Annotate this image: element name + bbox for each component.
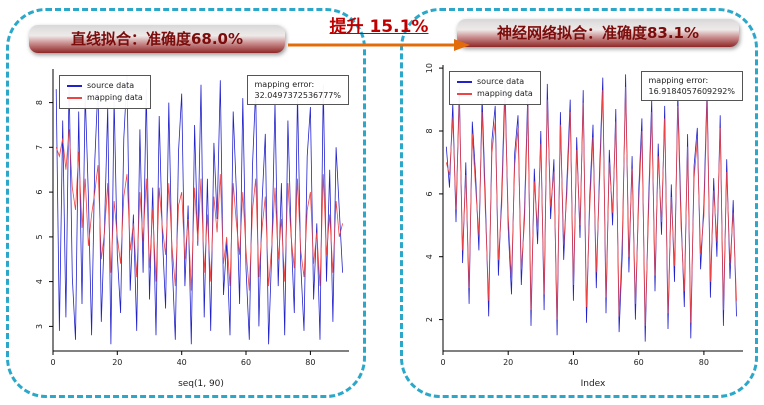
- svg-text:seq(1, 90): seq(1, 90): [178, 379, 224, 389]
- neural-fit-title: 神经网络拟合：准确度83.1%: [457, 19, 739, 47]
- source-line-sample: [67, 85, 82, 87]
- svg-text:6: 6: [425, 191, 434, 196]
- legend-label-source: source data: [477, 77, 525, 86]
- svg-text:6: 6: [35, 190, 44, 195]
- svg-text:0: 0: [50, 358, 55, 367]
- legend-item-mapping: mapping data: [457, 88, 533, 100]
- legend-label-mapping: mapping data: [87, 93, 143, 102]
- neural-fit-chart: 0 20 40 60 80 2 4 6 8 10 Index source data mapping…: [413, 57, 751, 391]
- mapping-line-sample: [457, 93, 472, 95]
- svg-text:0: 0: [440, 358, 445, 367]
- linear-fit-title: 直线拟合：准确度68.0%: [29, 25, 285, 53]
- svg-text:8: 8: [35, 100, 44, 105]
- svg-text:80: 80: [699, 358, 709, 367]
- source-line-sample: [457, 81, 472, 83]
- svg-text:40: 40: [177, 358, 187, 367]
- svg-text:Index: Index: [581, 379, 606, 389]
- mapping-line-sample: [67, 97, 82, 99]
- mapping-error-label: mapping error:: [254, 80, 315, 89]
- svg-text:60: 60: [241, 358, 251, 367]
- improvement-arrow-icon: [288, 39, 470, 51]
- svg-text:8: 8: [425, 128, 434, 133]
- linear-fit-chart: 0 20 40 60 80 3 4 5 6 7 8 seq(1, 90) source data ma…: [23, 61, 357, 391]
- legend-item-source: source data: [457, 76, 533, 88]
- mapping-error-value: 16.9184057609292%: [648, 87, 736, 96]
- svg-text:20: 20: [503, 358, 513, 367]
- mapping-error-box: mapping error: 16.9184057609292%: [640, 71, 743, 101]
- chart-legend: source data mapping data: [449, 71, 541, 105]
- svg-text:2: 2: [425, 317, 434, 322]
- mapping-error-label: mapping error:: [648, 76, 709, 85]
- legend-item-source: source data: [67, 80, 143, 92]
- panel-linear-fit: 直线拟合：准确度68.0% 0 20 40 60 80 3 4 5 6 7 8 seq(1, 90) …: [6, 8, 366, 398]
- svg-text:7: 7: [35, 145, 44, 150]
- svg-text:40: 40: [568, 358, 578, 367]
- svg-text:20: 20: [112, 358, 122, 367]
- svg-text:5: 5: [35, 234, 44, 239]
- svg-text:10: 10: [425, 63, 434, 73]
- legend-label-source: source data: [87, 81, 135, 90]
- chart-legend: source data mapping data: [59, 75, 151, 109]
- panel-neural-fit: 神经网络拟合：准确度83.1% 0 20 40 60 80 2 4 6 8 10 Index sou…: [400, 8, 758, 398]
- svg-text:3: 3: [35, 324, 44, 329]
- svg-text:4: 4: [425, 254, 434, 259]
- svg-text:80: 80: [305, 358, 315, 367]
- improvement-annotation: 提升 15.1%: [284, 12, 474, 57]
- mapping-error-value: 32.0497372536777%: [254, 91, 342, 100]
- mapping-error-box: mapping error: 32.0497372536777%: [246, 75, 349, 105]
- svg-text:60: 60: [634, 358, 644, 367]
- svg-text:4: 4: [35, 279, 44, 284]
- legend-item-mapping: mapping data: [67, 92, 143, 104]
- legend-label-mapping: mapping data: [477, 89, 533, 98]
- improvement-label: 提升 15.1%: [329, 17, 429, 37]
